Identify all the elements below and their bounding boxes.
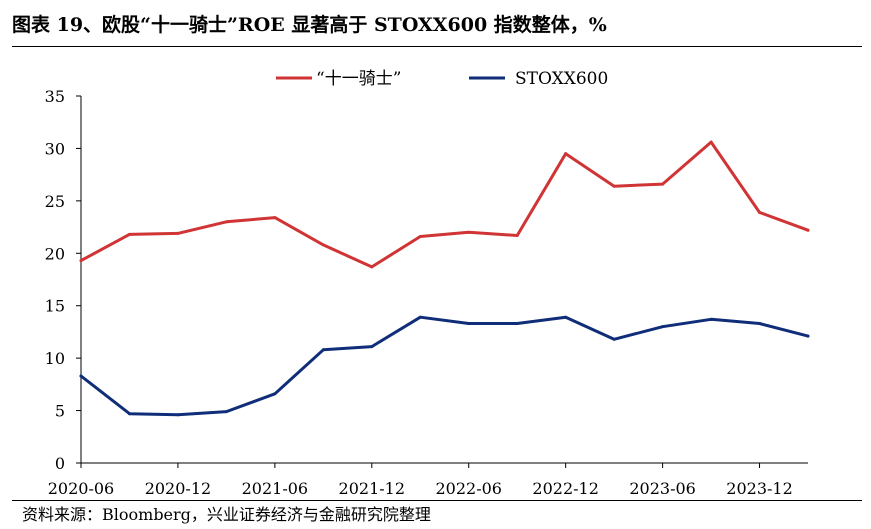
data-point <box>709 140 713 144</box>
line-chart: “十一骑士” STOXX600 0 5 10 15 20 25 30 35 2020-06 2020… <box>45 69 810 498</box>
data-point <box>564 315 568 319</box>
data-point <box>321 348 325 352</box>
y-tick-label: 25 <box>45 192 65 211</box>
x-tick-label: 2020-12 <box>145 479 211 498</box>
x-tick-label: 2021-12 <box>339 479 405 498</box>
legend-label-1: STOXX600 <box>515 69 608 89</box>
data-point <box>758 210 762 214</box>
data-point <box>370 265 374 269</box>
data-point <box>224 220 228 224</box>
data-point <box>806 228 810 232</box>
y-tick-label: 30 <box>45 139 65 158</box>
data-point <box>273 392 277 396</box>
data-point <box>79 259 83 263</box>
y-tick-label: 15 <box>45 297 65 316</box>
legend: “十一骑士” STOXX600 <box>276 69 608 89</box>
data-point <box>612 184 616 188</box>
x-tick-label: 2022-06 <box>435 479 501 498</box>
data-point <box>612 337 616 341</box>
x-tick-label: 2020-06 <box>48 479 114 498</box>
y-tick-label: 35 <box>45 87 65 106</box>
data-point <box>176 231 180 235</box>
data-point <box>515 322 519 326</box>
legend-label-0: “十一骑士” <box>316 69 401 89</box>
y-tick-label: 5 <box>55 402 65 421</box>
data-point <box>127 232 131 236</box>
y-tick-label: 20 <box>45 244 65 263</box>
data-point <box>79 374 83 378</box>
series-line-0 <box>79 140 810 269</box>
series-layer <box>79 140 810 417</box>
data-point <box>321 243 325 247</box>
data-point <box>418 235 422 239</box>
data-point <box>467 322 471 326</box>
title-divider <box>12 46 862 47</box>
data-point <box>176 413 180 417</box>
data-point <box>418 315 422 319</box>
data-point <box>224 410 228 414</box>
axes: 0 5 10 15 20 25 30 35 2020-06 2020-12 2021-06 2021-… <box>45 87 808 498</box>
data-point <box>661 325 665 329</box>
data-point <box>806 334 810 338</box>
x-tick-label: 2021-06 <box>242 479 308 498</box>
data-point <box>661 182 665 186</box>
x-tick-label: 2022-12 <box>532 479 598 498</box>
x-tick-label: 2023-12 <box>726 479 792 498</box>
series-line-1 <box>79 315 810 417</box>
source-divider <box>12 500 862 501</box>
data-point <box>467 230 471 234</box>
data-point <box>709 317 713 321</box>
y-tick-label: 10 <box>45 349 65 368</box>
data-point <box>370 345 374 349</box>
data-point <box>273 216 277 220</box>
y-tick-label: 0 <box>55 454 65 473</box>
source-note: 资料来源：Bloomberg，兴业证券经济与金融研究院整理 <box>22 505 431 524</box>
data-point <box>758 322 762 326</box>
data-point <box>127 412 131 416</box>
chart-title: 图表 19、欧股“十一骑士”ROE 显著高于 STOXX600 指数整体，% <box>12 14 607 36</box>
data-point <box>515 233 519 237</box>
x-tick-label: 2023-06 <box>629 479 695 498</box>
data-point <box>564 152 568 156</box>
